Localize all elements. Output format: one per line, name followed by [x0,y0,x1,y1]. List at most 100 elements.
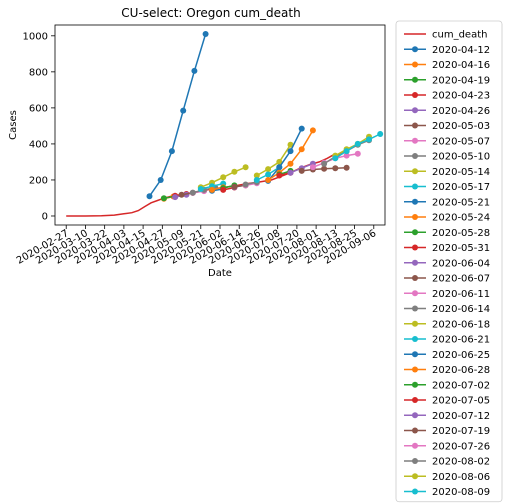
legend-label: 2020-05-24 [432,213,490,224]
legend-marker [412,198,418,205]
data-point [160,195,167,202]
y-tick-label: 0 [42,211,48,222]
legend-entry: 2020-06-11 [404,289,490,300]
legend-label: 2020-05-28 [432,228,490,239]
legend-entry: 2020-04-16 [404,60,490,71]
legend-entry: 2020-07-26 [404,441,490,452]
data-point [180,107,187,114]
data-point [377,131,384,137]
legend-label: 2020-06-25 [432,350,490,361]
legend-marker [412,290,418,297]
data-point [309,164,316,171]
forecast-line [267,128,303,182]
legend-entry: 2020-06-21 [404,335,490,346]
legend-entry: 2020-07-02 [404,380,490,391]
data-point [354,140,361,147]
data-point [287,169,294,176]
data-point [220,174,227,181]
data-point [265,171,272,178]
data-point [253,172,260,179]
legend-marker [412,442,418,449]
data-point [287,160,294,167]
data-point [191,67,198,74]
legend-entry: 2020-06-14 [404,304,490,315]
legend-entry: 2020-05-10 [404,152,490,163]
forecast-series-2020-06-28 [265,127,316,183]
legend-marker [412,427,418,434]
data-point [146,193,153,200]
legend-entry: cum_death [404,30,487,41]
forecast-series-2020-04-12 [146,31,209,200]
forecast-line [148,33,207,197]
legend-entry: 2020-07-05 [404,396,490,407]
legend-marker [412,168,418,175]
chart-title: CU-select: Oregon cum_death [121,6,300,20]
data-point [242,181,249,188]
legend-entry: 2020-07-12 [404,411,490,422]
legend: cum_death 2020-04-12 2020-04-16 2020-04-19 2… [395,20,503,503]
legend-label: 2020-08-06 [432,472,490,483]
data-point [276,164,283,171]
legend-marker [412,214,418,220]
data-point [298,167,305,174]
data-point [231,168,238,175]
legend-label: 2020-05-10 [432,152,490,163]
legend-entry: 2020-04-19 [404,75,490,86]
data-point [172,194,179,201]
legend-marker [412,137,418,144]
forecast-line [334,136,370,157]
data-point [231,183,238,190]
legend-entry: 2020-05-28 [404,228,490,239]
forecast-series-2020-06-18 [253,141,294,179]
legend-label: 2020-06-11 [432,289,490,300]
legend-marker [412,366,418,373]
legend-label: 2020-05-07 [432,136,490,147]
data-point [189,189,196,196]
y-tick-label: 800 [29,67,48,78]
data-point [276,172,283,179]
legend-marker [412,488,418,495]
y-axis: 0 200 400 600 800 1000 [23,31,55,222]
legend-label: 2020-08-02 [432,457,490,468]
legend-marker [412,473,418,480]
plot-frame [54,24,386,226]
legend-label: 2020-07-26 [432,441,490,452]
legend-marker [412,92,418,98]
legend-label: 2020-06-04 [432,258,490,269]
legend-label: 2020-04-12 [432,45,490,56]
data-point [321,160,328,167]
data-point [209,186,215,193]
legend-entry: 2020-06-04 [404,258,490,269]
legend-label: cum_death [432,30,487,41]
data-point [265,177,272,183]
data-point [197,186,204,192]
data-point [332,155,339,162]
legend-label: 2020-04-19 [432,75,490,86]
y-axis-label: Cases [8,110,19,140]
legend-entry: 2020-08-06 [404,472,490,483]
legend-label: 2020-05-17 [432,182,490,193]
data-point [276,158,283,165]
legend-label: 2020-06-14 [432,304,490,315]
y-tick-label: 400 [29,139,48,150]
data-point [287,148,294,155]
legend-marker [412,61,418,68]
data-point [178,191,185,198]
y-tick-label: 1000 [23,31,48,42]
legend-entry: 2020-05-07 [404,136,490,147]
legend-entry: 2020-06-25 [404,350,490,361]
legend-label: 2020-05-03 [432,121,490,132]
data-point [343,148,350,155]
data-point [343,152,350,159]
data-point [309,127,316,134]
legend-entry: 2020-05-21 [404,197,490,208]
data-point [298,146,305,153]
legend-marker [412,305,418,312]
legend-label: 2020-04-16 [432,60,490,71]
legend-label: 2020-07-02 [432,380,490,391]
forecast-line [256,144,292,177]
legend-entry: 2020-06-07 [404,274,490,285]
x-axis-label: Date [208,268,232,279]
legend-entry: 2020-04-23 [404,91,490,102]
legend-entry: 2020-06-28 [404,365,490,376]
